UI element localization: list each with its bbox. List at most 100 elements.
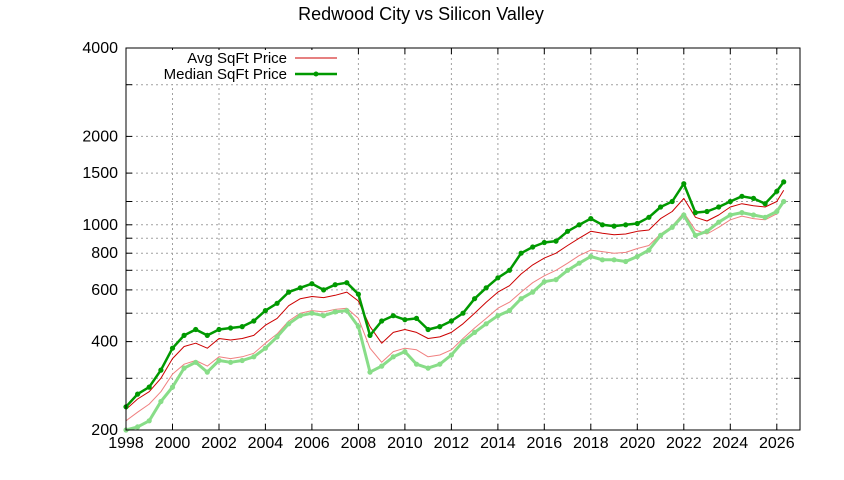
series-line-median-secondary-point	[437, 361, 443, 367]
series-line-median-point	[193, 326, 199, 333]
series-line-median-secondary-point	[135, 424, 141, 430]
series-line-median-point	[181, 332, 187, 338]
series-line-median-secondary-point	[611, 257, 617, 263]
series-line-median-secondary-point	[472, 329, 478, 335]
series-line-median-point	[781, 179, 787, 185]
x-tick-label: 2026	[759, 435, 795, 452]
series-line-median-point	[344, 280, 350, 286]
series-line-median-point	[437, 324, 443, 330]
series-line-median-point	[692, 210, 699, 216]
series-line-median-secondary-point	[367, 369, 373, 375]
series-line-median-secondary-point	[518, 296, 524, 302]
series-line-median-secondary-point	[704, 228, 710, 234]
series-line-median-secondary-point	[565, 267, 571, 273]
series-line-median-secondary-point	[530, 289, 536, 295]
series-line-median-secondary-point	[274, 334, 280, 340]
series-line-median-secondary-point	[739, 210, 745, 216]
series-line-median-secondary-point	[599, 257, 606, 263]
series-line-median-point	[216, 326, 222, 333]
series-layer	[123, 179, 787, 433]
y-tick-label: 4000	[82, 40, 118, 57]
series-line-median-secondary-point	[681, 212, 687, 218]
series-line-median-point	[727, 198, 733, 205]
series-line-median-secondary-point	[146, 418, 152, 424]
series-line-median-secondary-point	[506, 308, 513, 314]
series-line-median-secondary-point	[448, 352, 454, 358]
series-line-median-point	[553, 238, 559, 244]
series-line-median-point	[135, 391, 141, 397]
series-line-median-point	[681, 181, 687, 187]
series-line-median-point	[309, 281, 315, 287]
series-line-median-secondary	[125, 200, 785, 432]
legend-bg	[140, 50, 340, 84]
x-tick-label: 2008	[341, 435, 377, 452]
tick-layer: 1998 2000 2002 2004 2006 2008 2010 2012 2014 2016…	[82, 40, 800, 452]
series-line-median-point	[297, 285, 303, 291]
series-line-median-secondary-point	[716, 219, 722, 225]
series-line-median-secondary-point	[774, 208, 780, 215]
series-line-avg-secondary	[125, 201, 785, 422]
series-line-median-point	[599, 222, 606, 228]
x-tick-label: 2016	[527, 435, 563, 452]
x-tick-label: 2012	[434, 435, 470, 452]
series-line-median-point	[565, 228, 571, 234]
y-tick-label: 200	[91, 422, 118, 439]
series-line-median-secondary-point	[332, 309, 338, 315]
series-line-median-secondary-point	[297, 313, 303, 319]
series-line-median-point	[634, 220, 640, 227]
series-line-median-point	[286, 289, 292, 295]
series-line-median-secondary-point	[727, 212, 733, 218]
series-line-avg	[125, 190, 785, 410]
series-line-median-point	[669, 198, 675, 205]
series-line-median-point	[367, 332, 373, 338]
legend-marker-median	[313, 71, 319, 77]
legend-label-avg: Avg SqFt Price	[187, 50, 287, 67]
series-line-median-secondary-point	[355, 324, 361, 330]
series-line-median-point	[402, 317, 408, 323]
series-line-median-point	[146, 384, 152, 390]
series-line-median-point	[332, 282, 338, 288]
series-line-median-secondary-point	[553, 277, 559, 283]
x-tick-label: 2010	[387, 435, 423, 452]
series-line-median-point	[483, 285, 489, 291]
series-line-median-point	[762, 201, 768, 207]
series-line-median-secondary-point	[483, 321, 489, 327]
series-line-median-secondary-point	[204, 369, 210, 375]
series-line-median-secondary-point	[623, 258, 629, 265]
series-line-median-secondary-point	[750, 212, 757, 218]
y-tick-label: 800	[91, 245, 118, 262]
series-line-median-secondary-point	[413, 361, 420, 367]
series-line-median-secondary-point	[309, 310, 315, 316]
series-line-median-point	[750, 195, 757, 201]
series-line-median-point	[716, 204, 722, 210]
legend-label-median: Median SqFt Price	[164, 66, 287, 83]
series-line-median-point	[658, 204, 664, 210]
series-line-median-secondary-point	[692, 232, 699, 238]
series-line-median-secondary-point	[390, 354, 396, 360]
series-line-median-point	[413, 315, 420, 321]
series-line-median-point	[158, 367, 164, 373]
x-tick-label: 2014	[480, 435, 516, 452]
grid	[126, 48, 800, 430]
series-line-median-point	[274, 300, 280, 306]
series-line-median-secondary-point	[286, 321, 292, 327]
y-tick-label: 600	[91, 282, 118, 299]
x-tick-label: 2020	[620, 435, 656, 452]
series-line-median-secondary-point	[646, 247, 652, 253]
x-tick-label: 1998	[108, 435, 144, 452]
series-line-median-point	[425, 326, 431, 333]
series-line-median-secondary-point	[541, 279, 547, 285]
series-line-median-point	[774, 188, 780, 194]
series-line-median-secondary-point	[588, 253, 594, 260]
series-line-median-secondary-point	[379, 363, 385, 369]
series-line-median-secondary-point	[669, 224, 675, 230]
series-line-median-point	[228, 325, 234, 331]
series-line-median-point	[530, 244, 536, 250]
series-line-median-secondary-point	[460, 339, 466, 345]
y-tick-label: 1500	[82, 165, 118, 182]
series-line-median-secondary-point	[262, 345, 268, 351]
series-line-median-point	[623, 222, 629, 228]
series-line-median-point	[588, 216, 594, 222]
series-line-median-secondary-point	[158, 398, 164, 405]
